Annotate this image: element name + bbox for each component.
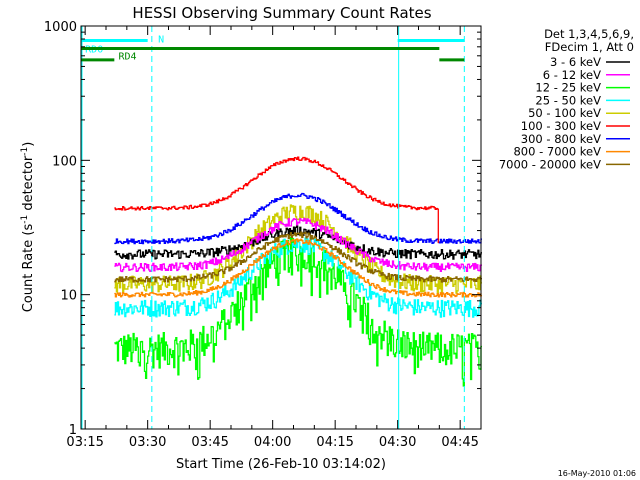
flag-bars: RD0NRD4 (81, 34, 465, 62)
y-tick-label: 1 (69, 423, 77, 438)
legend-header-detectors: Det 1,3,4,5,6,9, (544, 27, 634, 41)
plot-area: RD0NRD4 110100100003:1503:3003:4504:0004… (44, 20, 482, 450)
flag-extra-label: N (158, 34, 164, 45)
legend: Det 1,3,4,5,6,9, FDecim 1, Att 0 3 - 6 k… (499, 27, 634, 171)
x-axis-label: Start Time (26-Feb-10 03:14:02) (176, 457, 386, 472)
chart-title: HESSI Observing Summary Count Rates (132, 4, 431, 22)
series-line-0 (114, 225, 482, 260)
x-tick-label: 04:00 (254, 435, 291, 450)
flag-label: RD4 (119, 51, 137, 62)
legend-label: 6 - 12 keV (543, 68, 601, 82)
series-line-7 (114, 238, 482, 298)
series-layer (114, 156, 482, 387)
series-line-5 (114, 156, 439, 244)
legend-label: 25 - 50 keV (535, 93, 601, 107)
time-marker-lines (81, 26, 465, 429)
y-tick-label: 100 (52, 154, 77, 169)
plot-timestamp: 16-May-2010 01:06 (558, 469, 636, 478)
x-tick-label: 03:30 (129, 435, 166, 450)
x-tick-label: 03:15 (66, 435, 103, 450)
axis-ticks: 1 10 100 1000 03:15 03:30 03:45 04:00 04:15 04:30… (44, 20, 482, 450)
y-tick-label: 1000 (44, 20, 77, 35)
legend-label: 7000 - 20000 keV (499, 157, 601, 171)
x-tick-label: 04:30 (379, 435, 416, 450)
legend-label: 300 - 800 keV (521, 132, 601, 146)
legend-label: 100 - 300 keV (521, 119, 601, 133)
x-tick-label: 04:45 (441, 435, 478, 450)
series-line-4 (114, 204, 482, 295)
x-tick-label: 04:15 (316, 435, 353, 450)
legend-label: 50 - 100 keV (528, 106, 601, 120)
x-tick-label: 03:45 (191, 435, 228, 450)
series-line-8 (114, 231, 482, 283)
series-line-1 (114, 217, 482, 273)
legend-header-fdecim: FDecim 1, Att 0 (545, 40, 634, 54)
series-line-6 (114, 192, 482, 245)
series-line-2 (114, 236, 482, 387)
y-axis-label: Count Rate (s-1 detector-1) (20, 142, 36, 313)
legend-label: 800 - 7000 keV (513, 145, 601, 159)
y-tick-label: 10 (60, 289, 77, 304)
legend-label: 12 - 25 keV (535, 81, 601, 95)
plot-frame (80, 25, 482, 430)
legend-label: 3 - 6 keV (550, 55, 601, 69)
